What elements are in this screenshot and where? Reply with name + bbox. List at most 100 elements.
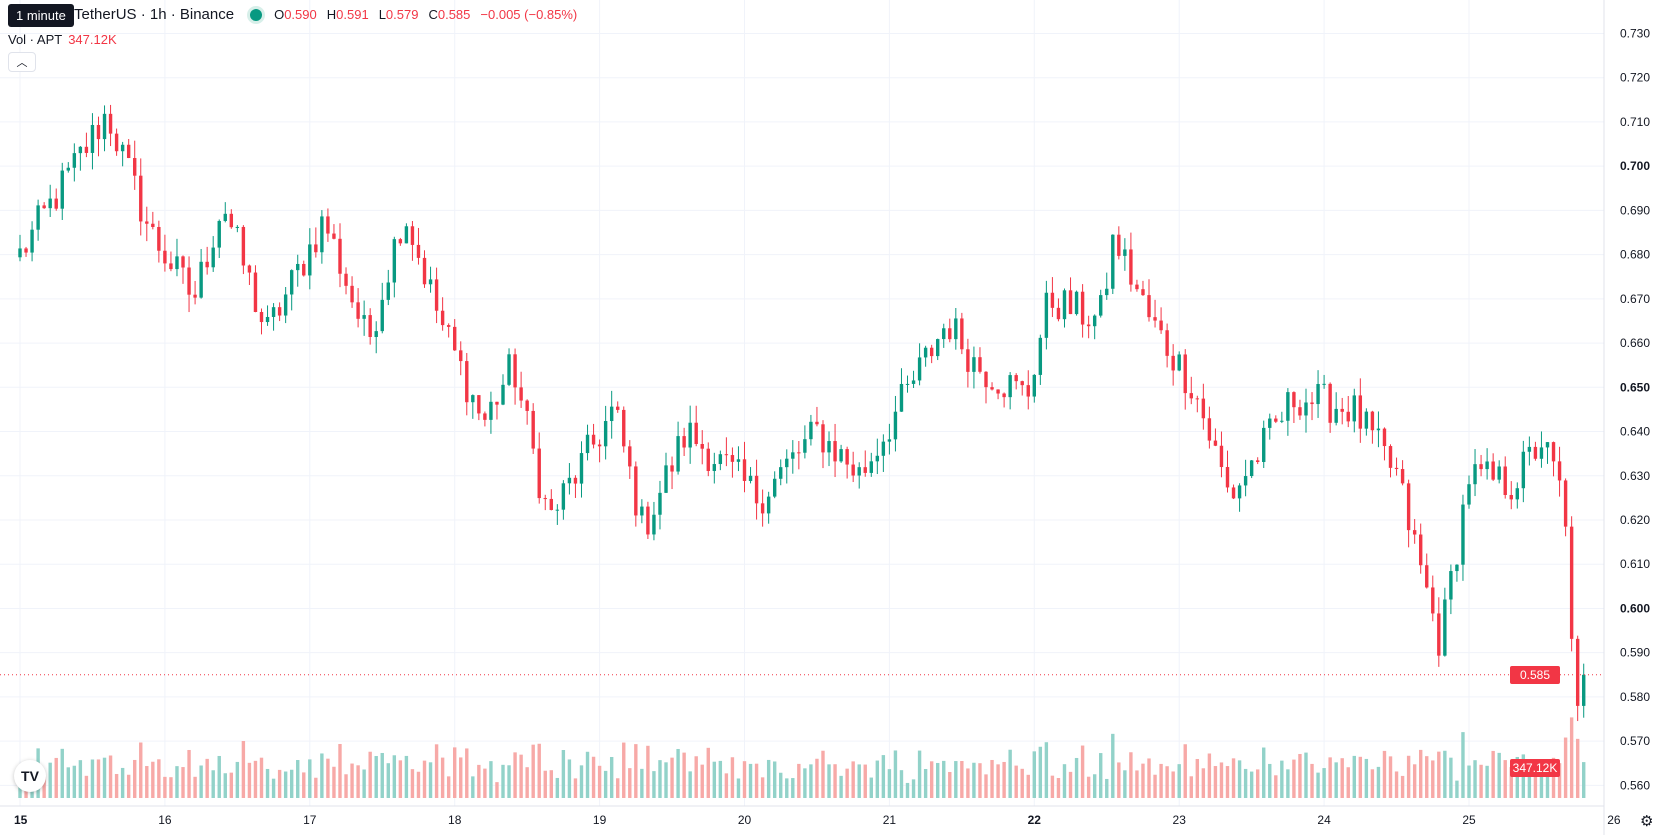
volume-bar [126, 774, 131, 798]
volume-bar [573, 778, 578, 798]
volume-bar [990, 759, 994, 798]
volume-bar [893, 750, 898, 798]
candle-body [579, 453, 584, 484]
volume-bar [489, 761, 493, 798]
time-tick-label: 17 [303, 813, 317, 827]
volume-bar [1231, 758, 1236, 798]
candle-body [791, 452, 795, 459]
volume-bar [453, 747, 457, 798]
candle-body [821, 424, 825, 453]
candle-body [296, 263, 300, 271]
volume-bar [114, 773, 119, 798]
candle-body [1527, 446, 1532, 452]
volume-bars [18, 717, 1586, 798]
volume-bar [1207, 753, 1212, 798]
candle-body [736, 459, 741, 462]
symbol-title[interactable]: TetherUS · 1h · Binance [74, 6, 235, 23]
price-axis: 0.730 0.720 0.710 0.700 0.690 0.680 0.670 0.660… [1620, 26, 1650, 792]
candle-body [1388, 446, 1393, 468]
candle-body [984, 371, 988, 388]
volume-label[interactable]: Vol · APT [8, 32, 63, 47]
volume-bar [597, 765, 602, 798]
time-axis: 15 16 17 18 19 20 21 22 23 24 25 26 [14, 813, 1621, 827]
volume-bar [1002, 761, 1006, 798]
volume-bar [809, 764, 813, 798]
candle-body [1237, 485, 1242, 499]
candle-body [24, 248, 28, 253]
candle-body [1268, 418, 1272, 428]
volume-bar [797, 763, 801, 798]
volume-bar [1304, 752, 1308, 798]
volume-bar [1515, 756, 1519, 798]
volume-bar [960, 761, 964, 798]
volume-bar [1135, 770, 1139, 798]
candle-body [1111, 234, 1115, 289]
collapse-legend-button[interactable]: ︿ [8, 52, 36, 72]
tradingview-logo-icon[interactable]: TV [14, 760, 46, 792]
volume-bar [984, 774, 988, 798]
volume-bar [688, 771, 692, 798]
volume-bar [1334, 762, 1338, 798]
candle-body [332, 233, 336, 239]
volume-bar [465, 748, 469, 798]
volume-bar [1068, 771, 1073, 798]
volume-bar [404, 755, 409, 798]
gear-icon[interactable]: ⚙ [1640, 813, 1654, 830]
candle-body [1219, 445, 1224, 468]
candle-body [1394, 467, 1399, 470]
candle-body [1020, 381, 1024, 386]
candle-body [477, 395, 481, 414]
volume-bar [658, 760, 662, 798]
volume-bar [1527, 774, 1532, 798]
volume-bar [1485, 765, 1489, 798]
volume-bar [1032, 751, 1036, 798]
volume-bar [628, 768, 632, 798]
candle-body [1346, 411, 1350, 422]
candle-body [48, 198, 52, 209]
volume-bar [730, 757, 735, 798]
volume-bar [760, 777, 765, 798]
volume-bar [1449, 757, 1453, 798]
candle-body [1280, 420, 1284, 422]
volume-bar [591, 756, 596, 798]
candle-body [1352, 395, 1356, 422]
volume-bar [410, 769, 415, 798]
volume-bar [766, 759, 771, 798]
candle-body [1412, 530, 1417, 535]
volume-bar [326, 758, 330, 798]
volume-bar [513, 752, 517, 798]
candle-body [434, 279, 439, 311]
volume-bar [1340, 758, 1344, 798]
candle-body [724, 454, 729, 456]
volume-bar [459, 757, 463, 798]
volume-bar [1539, 772, 1544, 798]
candle-body [646, 506, 650, 535]
candles [18, 104, 1586, 722]
volume-bar [519, 754, 523, 798]
candle-body [591, 434, 596, 445]
volume-bar [917, 750, 922, 798]
candle-body [730, 455, 735, 462]
volume-bar [585, 751, 590, 798]
volume-bar [392, 755, 397, 798]
candle-body [1322, 383, 1326, 385]
volume-bar [247, 762, 252, 798]
time-tick-label: 15 [14, 813, 28, 827]
volume-bar [1219, 762, 1224, 798]
candle-body [785, 458, 789, 468]
volume-bar [1213, 766, 1218, 798]
candle-body [760, 503, 765, 514]
candle-body [700, 444, 704, 449]
candle-body [72, 153, 77, 168]
candle-body [1171, 355, 1175, 371]
time-tick-label: 18 [448, 813, 462, 827]
candle-body [265, 316, 270, 323]
symbol-legend: TetherUS · 1h · Binance O0.590 H0.591 L0… [8, 6, 577, 23]
candle-body [1539, 447, 1544, 459]
candle-body [36, 205, 40, 230]
volume-bar [1575, 738, 1580, 798]
volume-bar [90, 759, 95, 798]
candle-body [471, 395, 475, 403]
volume-bar [314, 777, 318, 798]
